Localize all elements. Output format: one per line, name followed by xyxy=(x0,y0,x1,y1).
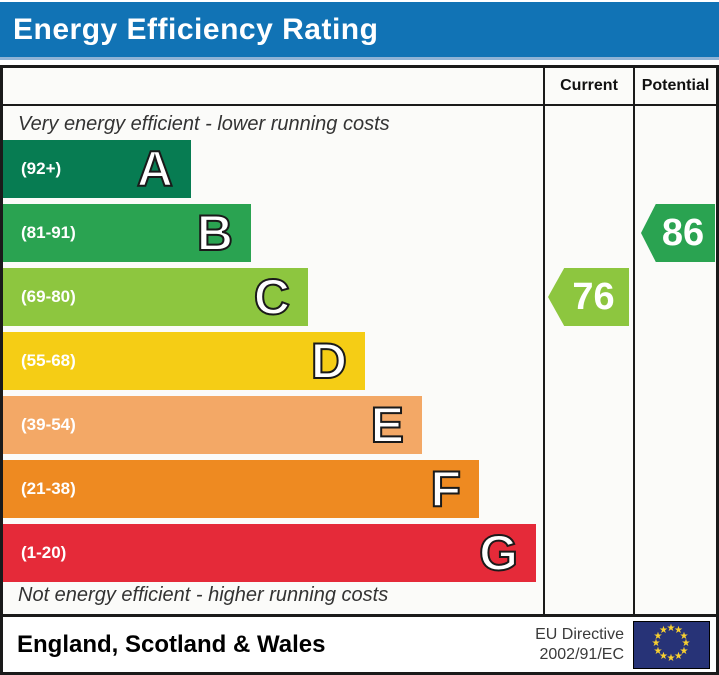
band-range-g: (1-20) xyxy=(21,543,67,562)
top-note: Very energy efficient - lower running co… xyxy=(18,113,390,135)
current-column: 76 xyxy=(543,106,633,614)
band-bar-f: (21-38) F xyxy=(3,460,479,518)
eu-star-icon: ★ xyxy=(674,625,683,636)
eu-star-icon: ★ xyxy=(653,630,663,642)
band-range-b: (81-91) xyxy=(21,223,76,242)
potential-column: 86 xyxy=(633,106,716,614)
band-letter-b: B xyxy=(196,205,234,261)
band-bar-c: (69-80) C xyxy=(3,268,308,326)
eu-directive-label: EU Directive 2002/91/EC xyxy=(535,625,624,663)
eu-star-icon: ★ xyxy=(666,653,676,664)
band-bar-d: (55-68) D xyxy=(3,332,365,390)
column-header-potential: Potential xyxy=(633,68,716,106)
region-label: England, Scotland & Wales xyxy=(17,630,326,658)
band-letter-g: G xyxy=(478,525,519,581)
band-row-g: (1-20) G xyxy=(3,524,543,582)
header-spacer-cell xyxy=(3,68,543,106)
title-bar: Energy Efficiency Rating xyxy=(0,2,719,60)
bottom-note: Not energy efficient - higher running co… xyxy=(18,584,389,606)
band-list: (92+) A (81-91) B (69-80) C xyxy=(3,140,543,588)
current-rating-value: 76 xyxy=(572,275,615,318)
footer-bar: England, Scotland & Wales EU Directive 2… xyxy=(0,617,719,675)
band-bar-e: (39-54) E xyxy=(3,396,422,454)
column-header-current: Current xyxy=(543,68,633,106)
band-row-f: (21-38) F xyxy=(3,460,543,518)
band-letter-a: A xyxy=(136,141,174,197)
band-letter-c: C xyxy=(253,269,291,325)
eu-star-icon: ★ xyxy=(666,623,676,634)
band-chart-area: Very energy efficient - lower running co… xyxy=(3,106,543,614)
eu-star-icon: ★ xyxy=(659,625,668,636)
eu-star-icon: ★ xyxy=(679,630,689,642)
eu-star-icon: ★ xyxy=(659,650,668,662)
band-bar-b: (81-91) B xyxy=(3,204,251,262)
band-bar-a: (92+) A xyxy=(3,140,191,198)
band-row-a: (92+) A xyxy=(3,140,543,198)
potential-rating-pointer: 86 xyxy=(641,204,715,262)
eu-star-icon: ★ xyxy=(674,650,683,662)
eu-star-icon: ★ xyxy=(653,645,663,657)
band-range-e: (39-54) xyxy=(21,415,76,434)
current-rating-pointer: 76 xyxy=(548,268,629,326)
band-bar-g: (1-20) G xyxy=(3,524,536,582)
band-letter-e: E xyxy=(370,397,405,453)
page-title: Energy Efficiency Rating xyxy=(13,12,379,46)
band-range-a: (92+) xyxy=(21,159,62,178)
band-range-f: (21-38) xyxy=(21,479,76,498)
band-row-e: (39-54) E xyxy=(3,396,543,454)
band-letter-f: F xyxy=(429,461,462,517)
eu-star-icon: ★ xyxy=(681,638,691,649)
band-row-d: (55-68) D xyxy=(3,332,543,390)
potential-rating-value: 86 xyxy=(661,211,705,254)
band-letter-d: D xyxy=(310,333,348,389)
eu-star-icon: ★ xyxy=(651,638,661,649)
eu-star-icon: ★ xyxy=(679,645,689,657)
band-range-c: (69-80) xyxy=(21,287,76,306)
band-row-c: (69-80) C xyxy=(3,268,543,326)
rating-table: Current Potential Very energy efficient … xyxy=(0,65,719,617)
band-row-b: (81-91) B xyxy=(3,204,543,262)
band-range-d: (55-68) xyxy=(21,351,76,370)
eu-flag-icon: ★ ★ ★ ★ ★ ★ ★ ★ ★ ★ ★ ★ xyxy=(633,620,710,669)
